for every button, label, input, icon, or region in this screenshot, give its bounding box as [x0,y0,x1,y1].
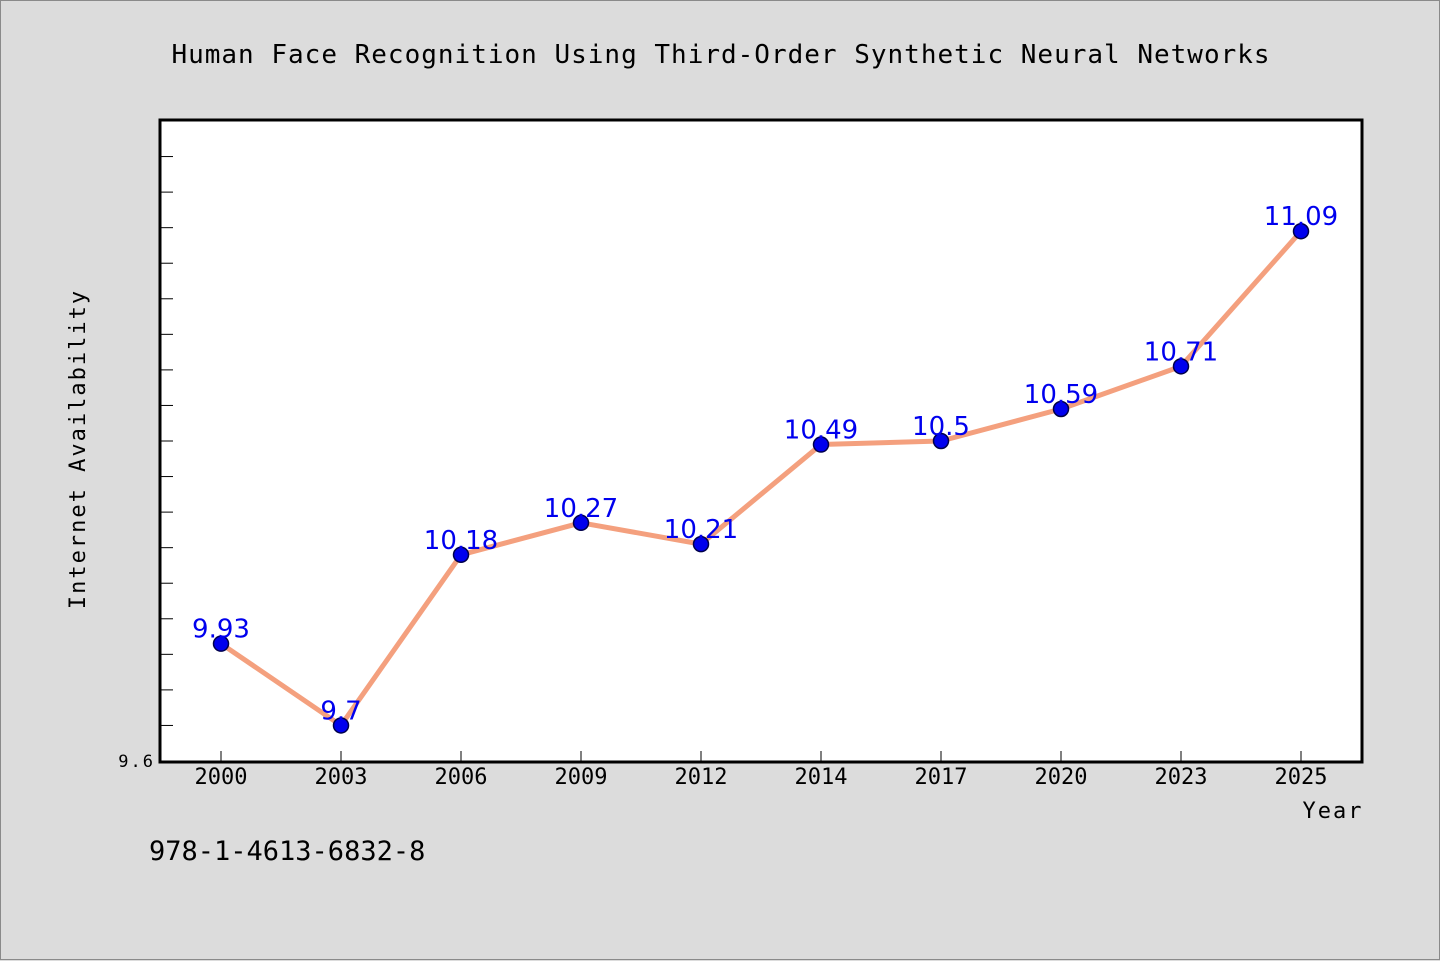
isbn-text: 978-1-4613-6832-8 [149,836,426,867]
series-line [219,229,1303,728]
x-tick-label: 2012 [675,765,728,790]
x-tick-label: 2000 [195,765,248,790]
x-tick-label: 2017 [915,765,968,790]
series-line-group [212,222,1310,734]
x-tick-label: 2025 [1275,765,1328,790]
y-axis-ticks: 9.6 [118,156,173,772]
x-tick-label: 2003 [315,765,368,790]
data-point [932,432,950,450]
data-label: 9.7 [320,696,361,726]
data-label: 10.21 [664,515,738,545]
chart-title: Human Face Recognition Using Third-Order… [171,40,1270,70]
data-label: 11.09 [1264,202,1338,232]
data-label: 10.49 [784,416,858,446]
x-tick-label: 2014 [795,765,848,790]
data-label: 10.27 [544,494,618,524]
data-label: 10.18 [424,526,498,556]
data-label: 10.59 [1024,380,1098,410]
x-axis-ticks: 2000 2003 2006 2009 2012 2014 2017 2020 2023 2025 [195,751,1328,790]
data-point [692,535,710,553]
data-label: 10.71 [1144,337,1218,367]
x-axis-label: Year [1303,799,1364,824]
data-labels-group: 9.93 9.7 10.18 10.27 10.21 10.49 10.5 10.59 10.7… [192,202,1338,726]
x-tick-label: 2009 [555,765,608,790]
x-tick-label: 2023 [1155,765,1208,790]
y-tick-label: 9.6 [118,752,155,772]
x-tick-label: 2006 [435,765,488,790]
data-label: 9.93 [192,615,250,645]
data-point [332,717,350,734]
data-point [1292,222,1310,240]
data-label: 10.5 [912,412,970,442]
data-point [1172,358,1190,375]
x-tick-label: 2020 [1035,765,1088,790]
data-point [572,514,590,532]
data-point [452,546,470,564]
data-point [212,635,230,652]
y-axis-label: Internet Availability [66,289,91,609]
data-point [1052,400,1070,418]
data-point [812,436,830,453]
plot-area [158,118,1364,764]
